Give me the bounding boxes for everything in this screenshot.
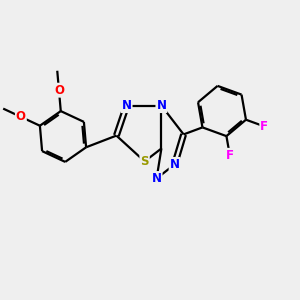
Text: O: O xyxy=(54,84,64,97)
Text: N: N xyxy=(156,99,167,112)
Text: F: F xyxy=(260,120,268,133)
Text: F: F xyxy=(226,149,234,162)
Text: N: N xyxy=(122,99,132,112)
Text: N: N xyxy=(169,158,180,171)
Text: S: S xyxy=(140,155,149,168)
Text: N: N xyxy=(152,172,162,185)
Text: O: O xyxy=(16,110,26,123)
